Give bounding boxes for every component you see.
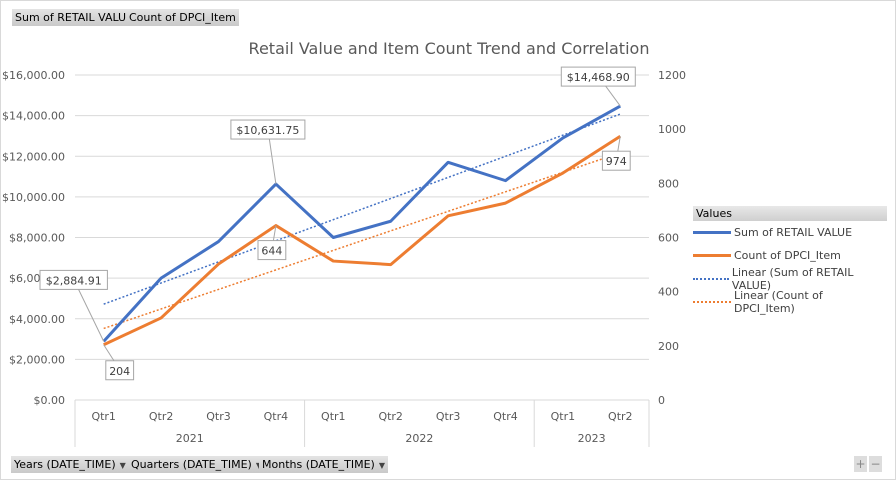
x-tick-label: Qtr4 [264,410,289,423]
data-label-box [105,360,135,381]
y-left-tick-label: $16,000.00 [2,69,65,82]
legend-label: Count of DPCI_Item [734,249,841,262]
legend-label: Sum of RETAIL VALUE [734,226,853,239]
legend-swatch [693,254,731,257]
legend-swatch [693,300,731,303]
y-right-tick-label: 800 [658,177,679,190]
axis-button-years[interactable]: Years (DATE_TIME) ▼ [11,456,129,473]
data-label-box [601,150,631,171]
x-group-label: 2023 [578,432,606,445]
data-label-box [230,119,306,140]
y-left-tick-label: $8,000.00 [9,232,65,245]
dropdown-arrow-icon: ▼ [256,461,262,470]
x-tick-label: Qtr1 [91,410,116,423]
data-label: 644 [261,245,282,258]
chart-title: Retail Value and Item Count Trend and Co… [249,39,650,58]
x-tick-label: Qtr2 [608,410,633,423]
y-left-tick-label: $2,000.00 [9,353,65,366]
y-left-tick-label: $10,000.00 [2,191,65,204]
series-line [102,104,622,343]
y-left-tick-label: $4,000.00 [9,313,65,326]
legend: Values Sum of RETAIL VALUE Count of DPCI_… [693,206,887,315]
y-right-tick-label: 200 [658,340,679,353]
x-group-label: 2021 [176,432,204,445]
y-right-tick-label: 600 [658,232,679,245]
y-right-tick-label: 0 [658,394,665,407]
y-right-tick-label: 1000 [658,123,686,136]
dropdown-arrow-icon: ▼ [378,461,385,470]
x-tick-label: Qtr3 [206,410,231,423]
trendline [103,152,621,330]
data-label: 974 [606,155,627,168]
x-tick-label: Qtr2 [378,410,403,423]
x-tick-label: Qtr4 [493,410,518,423]
dropdown-arrow-icon: ▼ [119,461,126,470]
axis-button-months[interactable]: Months (DATE_TIME) ▼ [259,456,388,473]
y-left-tick-label: $0.00 [34,394,66,407]
legend-item: Count of DPCI_Item [693,244,887,267]
x-tick-label: Qtr2 [149,410,174,423]
data-label: $14,468.90 [567,71,630,84]
legend-swatch [693,231,731,234]
x-tick-label: Qtr1 [551,410,576,423]
axis-button-quarters[interactable]: Quarters (DATE_TIME) ▼ [128,456,265,473]
x-group-label: 2022 [405,432,433,445]
axis-button-label: Months (DATE_TIME) [262,458,375,471]
trendline [103,113,621,305]
field-button-count-dpci-item[interactable]: Count of DPCI_Item [126,9,240,26]
axis-button-label: Quarters (DATE_TIME) [131,458,252,471]
series-line [103,134,622,347]
x-tick-label: Qtr1 [321,410,346,423]
legend-item: Linear (Count of DPCI_Item) [693,288,887,315]
x-tick-label: Qtr3 [436,410,461,423]
data-label-box [560,66,636,87]
data-label: 204 [109,365,130,378]
y-right-tick-label: 400 [658,286,679,299]
legend-item: Linear (Sum of RETAIL VALUE) [693,265,887,292]
y-left-tick-label: $12,000.00 [2,150,65,163]
collapse-field-button[interactable]: − [869,456,882,472]
data-label: $2,884.91 [46,274,102,287]
axis-button-label: Years (DATE_TIME) [14,458,116,471]
y-left-tick-label: $14,000.00 [2,110,65,123]
y-right-tick-label: 1200 [658,69,686,82]
expand-field-button[interactable]: + [854,456,867,472]
legend-item: Sum of RETAIL VALUE [693,221,887,244]
data-label: $10,631.75 [236,124,299,137]
legend-label: Linear (Sum of RETAIL VALUE) [731,265,854,292]
data-label-box [257,240,287,261]
legend-label: Linear (Count of DPCI_Item) [733,288,823,315]
legend-swatch [693,277,729,280]
field-button-sum-retail-value[interactable]: Sum of RETAIL VALUE [12,9,138,26]
data-label-box [39,269,108,290]
legend-title: Values [693,206,887,221]
